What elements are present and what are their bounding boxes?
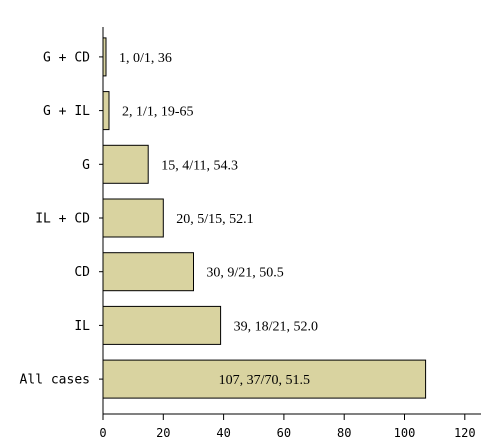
data-label-5: 39, 18/21, 52.0 [234, 319, 318, 334]
labels-layer: G + CD 1, 0/1, 36 G + IL 2, 1/1, 19-65 G 15, … [20, 50, 476, 440]
bars-layer [102, 37, 427, 399]
data-label-1: 2, 1/1, 19-65 [122, 105, 194, 120]
data-label-6: 107, 37/70, 51.5 [219, 373, 310, 388]
x-tick-label-0: 0 [99, 426, 106, 440]
x-tick-label-2: 40 [216, 426, 230, 440]
bar-1 [102, 91, 110, 131]
category-label-2: G [82, 158, 90, 173]
category-label-3: IL + CD [35, 212, 90, 227]
category-label-0: G + CD [43, 50, 90, 65]
data-label-0: 1, 0/1, 36 [119, 51, 172, 66]
bar-2 [102, 144, 149, 184]
category-label-6: All cases [20, 373, 90, 388]
category-label-1: G + IL [43, 104, 90, 119]
bar-5 [102, 305, 222, 345]
bar-4 [102, 252, 194, 292]
axes-layer [99, 27, 481, 420]
x-tick-label-5: 100 [394, 426, 416, 440]
data-label-4: 30, 9/21, 50.5 [206, 266, 283, 281]
data-label-3: 20, 5/15, 52.1 [176, 212, 253, 227]
x-tick-label-3: 60 [277, 426, 291, 440]
bar-3 [102, 198, 164, 238]
category-label-5: IL [74, 319, 90, 334]
category-label-4: CD [74, 265, 90, 280]
x-tick-label-6: 120 [454, 426, 476, 440]
x-tick-label-1: 20 [156, 426, 170, 440]
bar-6 [102, 359, 427, 399]
x-tick-label-4: 80 [337, 426, 351, 440]
data-label-2: 15, 4/11, 54.3 [161, 158, 238, 173]
